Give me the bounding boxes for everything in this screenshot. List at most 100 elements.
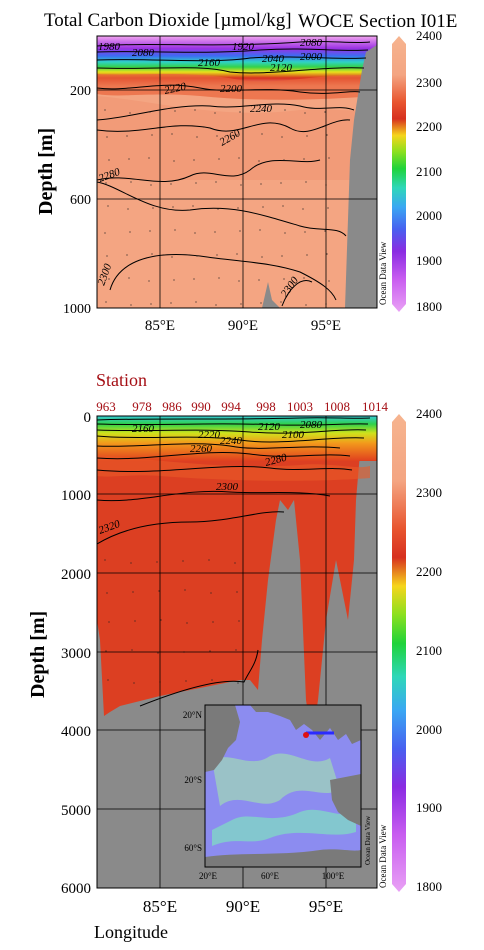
bottom-y-tick-3000: 3000 <box>61 646 91 662</box>
top-y-tick-labels: 200 600 1000 <box>63 84 91 317</box>
bottom-sample-dot <box>131 649 133 651</box>
bottom-sample-dots <box>104 559 240 684</box>
bottom-contour-label: 2280 <box>264 451 289 468</box>
top-land-mask <box>345 45 377 308</box>
top-sample-dot <box>148 280 150 282</box>
top-colorbar-tick: 2000 <box>416 208 442 223</box>
bottom-contour-label: 2260 <box>190 443 213 455</box>
top-x-tick-labels: 85°E 90°E 95°E <box>145 318 341 334</box>
bottom-sample-dot <box>130 562 132 564</box>
station-1008: 1008 <box>324 399 350 414</box>
bottom-x-tick-95e: 95°E <box>309 897 343 916</box>
inset-lat-labels: 20°N 20°S 60°S <box>183 710 203 853</box>
top-contour-label: 2220 <box>163 81 188 97</box>
station-998: 998 <box>256 399 276 414</box>
top-sample-dot <box>328 157 330 159</box>
top-sample-dot <box>262 206 264 208</box>
station-numbers: 963 978 986 990 994 998 1003 1008 1014 <box>96 399 388 414</box>
top-sample-dot <box>282 205 284 207</box>
top-sample-dot <box>260 302 262 304</box>
bottom-contour-label: 2160 <box>132 423 155 435</box>
bottom-y-tick-labels: 0 1000 2000 3000 4000 5000 6000 <box>61 410 91 897</box>
station-994: 994 <box>221 399 241 414</box>
bottom-watermark: Ocean Data View <box>378 824 388 888</box>
top-sample-dot <box>127 208 129 210</box>
top-sample-dot <box>284 232 286 234</box>
bottom-sample-dot <box>105 650 107 652</box>
bottom-sample-dot <box>185 680 187 682</box>
top-sample-dots <box>104 109 330 306</box>
top-sample-dot <box>326 253 328 255</box>
top-sample-dot <box>194 109 196 111</box>
top-sample-dot <box>171 133 173 135</box>
top-sample-dot <box>192 205 194 207</box>
top-contour-label: 1980 <box>98 41 121 53</box>
top-sample-dot <box>108 159 110 161</box>
top-sample-dot <box>236 253 238 255</box>
top-sample-dot <box>239 230 241 232</box>
top-sample-dot <box>324 230 326 232</box>
bottom-contour-label: 2100 <box>282 429 305 441</box>
bottom-sample-dot <box>156 561 158 563</box>
bottom-ocean-field <box>97 416 377 740</box>
top-sample-dot <box>328 280 330 282</box>
top-sample-dot <box>258 279 260 281</box>
bottom-contour-label: 2220 <box>198 429 221 441</box>
top-sample-dot <box>305 304 307 306</box>
station-986: 986 <box>162 399 182 414</box>
bottom-colorbar-ticks: 2400 2300 2200 2100 2000 1900 1800 <box>416 406 442 894</box>
top-sample-dot <box>107 205 109 207</box>
top-sample-dot <box>261 133 263 135</box>
top-sample-dot <box>129 112 131 114</box>
bottom-sample-dot <box>210 592 212 594</box>
inset-watermark: Ocean Data View <box>364 815 372 865</box>
top-sample-dot <box>218 277 220 279</box>
top-sample-dot <box>218 158 220 160</box>
inset-lat-20n: 20°N <box>183 710 203 720</box>
inset-australia <box>330 774 361 826</box>
top-sample-dot <box>195 301 197 303</box>
top-sample-dot <box>304 112 306 114</box>
bottom-y-tick-1000: 1000 <box>61 488 91 504</box>
bottom-sample-dot <box>212 621 214 623</box>
bottom-sample-dot <box>208 559 210 561</box>
top-sample-dot <box>259 110 261 112</box>
top-sample-dot <box>214 112 216 114</box>
top-sample-dot <box>281 136 283 138</box>
top-sample-dot <box>170 302 172 304</box>
top-sample-dot <box>326 134 328 136</box>
station-963: 963 <box>96 399 116 414</box>
bottom-sample-dot <box>157 652 159 654</box>
top-sample-dot <box>306 254 308 256</box>
top-sample-dot <box>238 157 240 159</box>
inset-lon-100e: 100°E <box>322 871 345 881</box>
top-contour-label: 2160 <box>198 57 221 69</box>
top-sample-dot <box>215 304 217 306</box>
top-sample-dot <box>149 111 151 113</box>
bottom-x-axis-title: Longitude <box>94 922 168 942</box>
top-y-tick-200: 200 <box>70 84 91 99</box>
top-colorbar: 2400 2300 2200 2100 2000 1900 1800 <box>392 28 442 314</box>
bottom-colorbar-tick: 2100 <box>416 643 442 658</box>
top-sample-dot <box>174 110 176 112</box>
top-colorbar-tick: 2400 <box>416 28 442 43</box>
top-grid <box>97 36 377 308</box>
top-sample-dot <box>174 229 176 231</box>
bottom-sample-dot <box>235 649 237 651</box>
bottom-sample-dot <box>158 590 160 592</box>
top-sample-dot <box>238 280 240 282</box>
top-sample-dot <box>150 303 152 305</box>
bottom-contour-label: 2240 <box>220 435 243 447</box>
bottom-x-tick-90e: 90°E <box>226 897 260 916</box>
top-sample-dot <box>172 206 174 208</box>
top-sample-dot <box>193 159 195 161</box>
top-sample-dot <box>216 254 218 256</box>
bottom-x-tick-labels: 85°E 90°E 95°E <box>143 897 343 916</box>
bottom-y-tick-6000: 6000 <box>61 881 91 897</box>
top-sample-dot <box>304 231 306 233</box>
top-sample-dot <box>284 109 286 111</box>
bottom-contour-label: 2300 <box>216 481 239 493</box>
bottom-x-tick-85e: 85°E <box>143 897 177 916</box>
top-sample-dot <box>259 229 261 231</box>
inset-ocean-features <box>212 753 340 806</box>
